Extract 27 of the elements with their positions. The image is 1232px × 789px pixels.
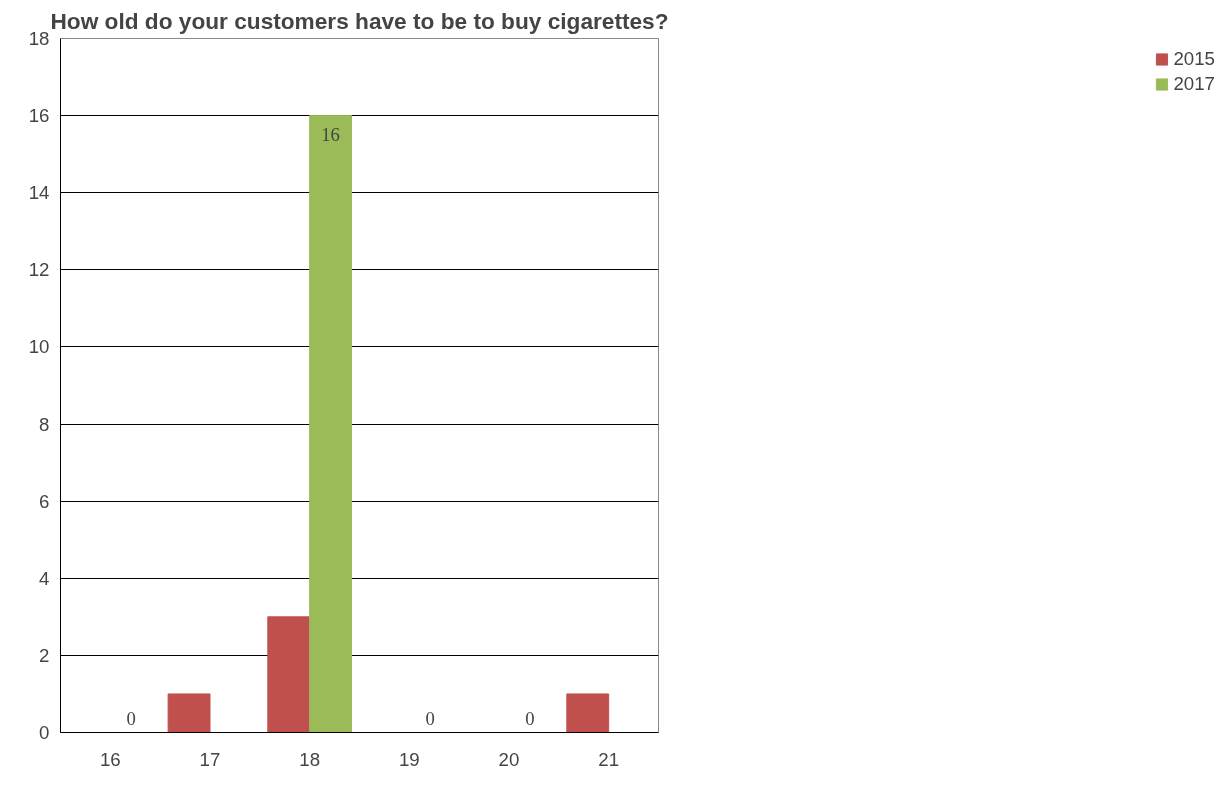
- bar: [267, 616, 311, 733]
- data-label: 0: [126, 707, 136, 729]
- data-label: 0: [525, 707, 535, 729]
- legend-label: 2017: [1173, 73, 1215, 95]
- data-label: 0: [425, 707, 435, 729]
- y-tick-label: 14: [28, 182, 50, 204]
- data-label: 16: [321, 123, 340, 145]
- y-tick-label: 0: [39, 722, 50, 743]
- x-tick-label: 21: [598, 748, 620, 770]
- x-tick-label: 19: [398, 748, 420, 770]
- bar: [309, 115, 353, 733]
- bar: [167, 693, 211, 733]
- y-tick-label: 6: [39, 490, 50, 512]
- x-tick-label: 18: [299, 748, 321, 770]
- legend-label: 2015: [1173, 48, 1215, 70]
- y-tick-label: 12: [28, 259, 50, 281]
- y-tick-label: 8: [39, 413, 50, 435]
- bar: [566, 693, 610, 733]
- y-tick-label: 10: [28, 336, 50, 358]
- y-tick-label: 4: [39, 567, 50, 589]
- chart-title: How old do your customers have to be to buy cigarettes?: [50, 7, 669, 34]
- y-tick-label: 2: [39, 644, 50, 666]
- x-tick-label: 17: [199, 748, 221, 770]
- x-tick-label: 20: [498, 748, 520, 770]
- y-tick-label: 16: [28, 105, 50, 127]
- y-tick-label: 18: [28, 28, 50, 49]
- x-tick-label: 16: [99, 748, 121, 770]
